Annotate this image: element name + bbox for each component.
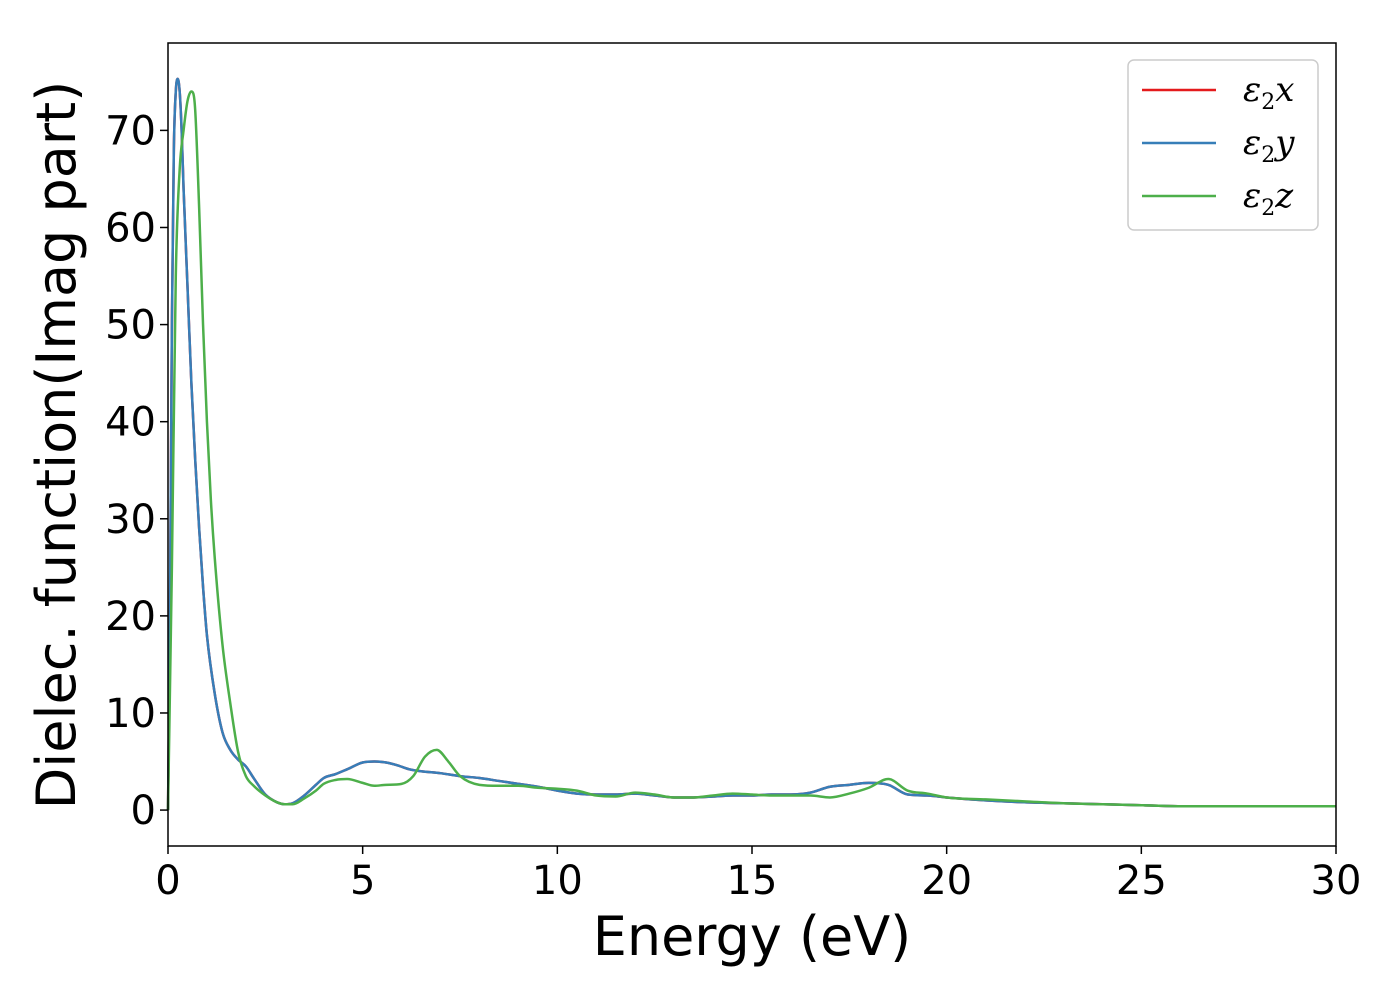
- legend-box: [1127, 59, 1319, 231]
- y-axis-title: Dielec. function(Imag part): [25, 81, 88, 810]
- y-tick-label: 50: [105, 303, 156, 349]
- x-tick-label: 15: [727, 858, 778, 904]
- y-tick-label: 10: [105, 691, 156, 737]
- y-tick-label: 0: [131, 788, 156, 834]
- y-tick-label: 20: [105, 594, 156, 640]
- x-axis-title: Energy (eV): [593, 905, 912, 968]
- legend: ε2x ε2y ε2z: [1127, 59, 1319, 231]
- series-layer: [166, 77, 1336, 811]
- y-axis: 0 10 20 30 40 50 60 70: [105, 108, 168, 834]
- legend-label-y: ε2y: [1243, 123, 1295, 168]
- x-axis: 0 5 10 15 20 25 30: [155, 846, 1361, 904]
- y-tick-label: 30: [105, 497, 156, 543]
- y-tick-label: 70: [105, 108, 156, 154]
- legend-items: ε2x ε2y ε2z: [1142, 70, 1295, 221]
- x-tick-label: 0: [155, 858, 180, 904]
- legend-label-z: ε2z: [1243, 176, 1294, 221]
- legend-label-x: ε2x: [1243, 70, 1294, 115]
- series-line-z: [166, 90, 1336, 811]
- x-tick-label: 10: [532, 858, 583, 904]
- x-tick-label: 30: [1311, 858, 1362, 904]
- x-tick-label: 20: [921, 858, 972, 904]
- x-tick-label: 25: [1116, 858, 1167, 904]
- y-tick-label: 60: [105, 205, 156, 251]
- x-tick-label: 5: [350, 858, 375, 904]
- y-tick-label: 40: [105, 400, 156, 446]
